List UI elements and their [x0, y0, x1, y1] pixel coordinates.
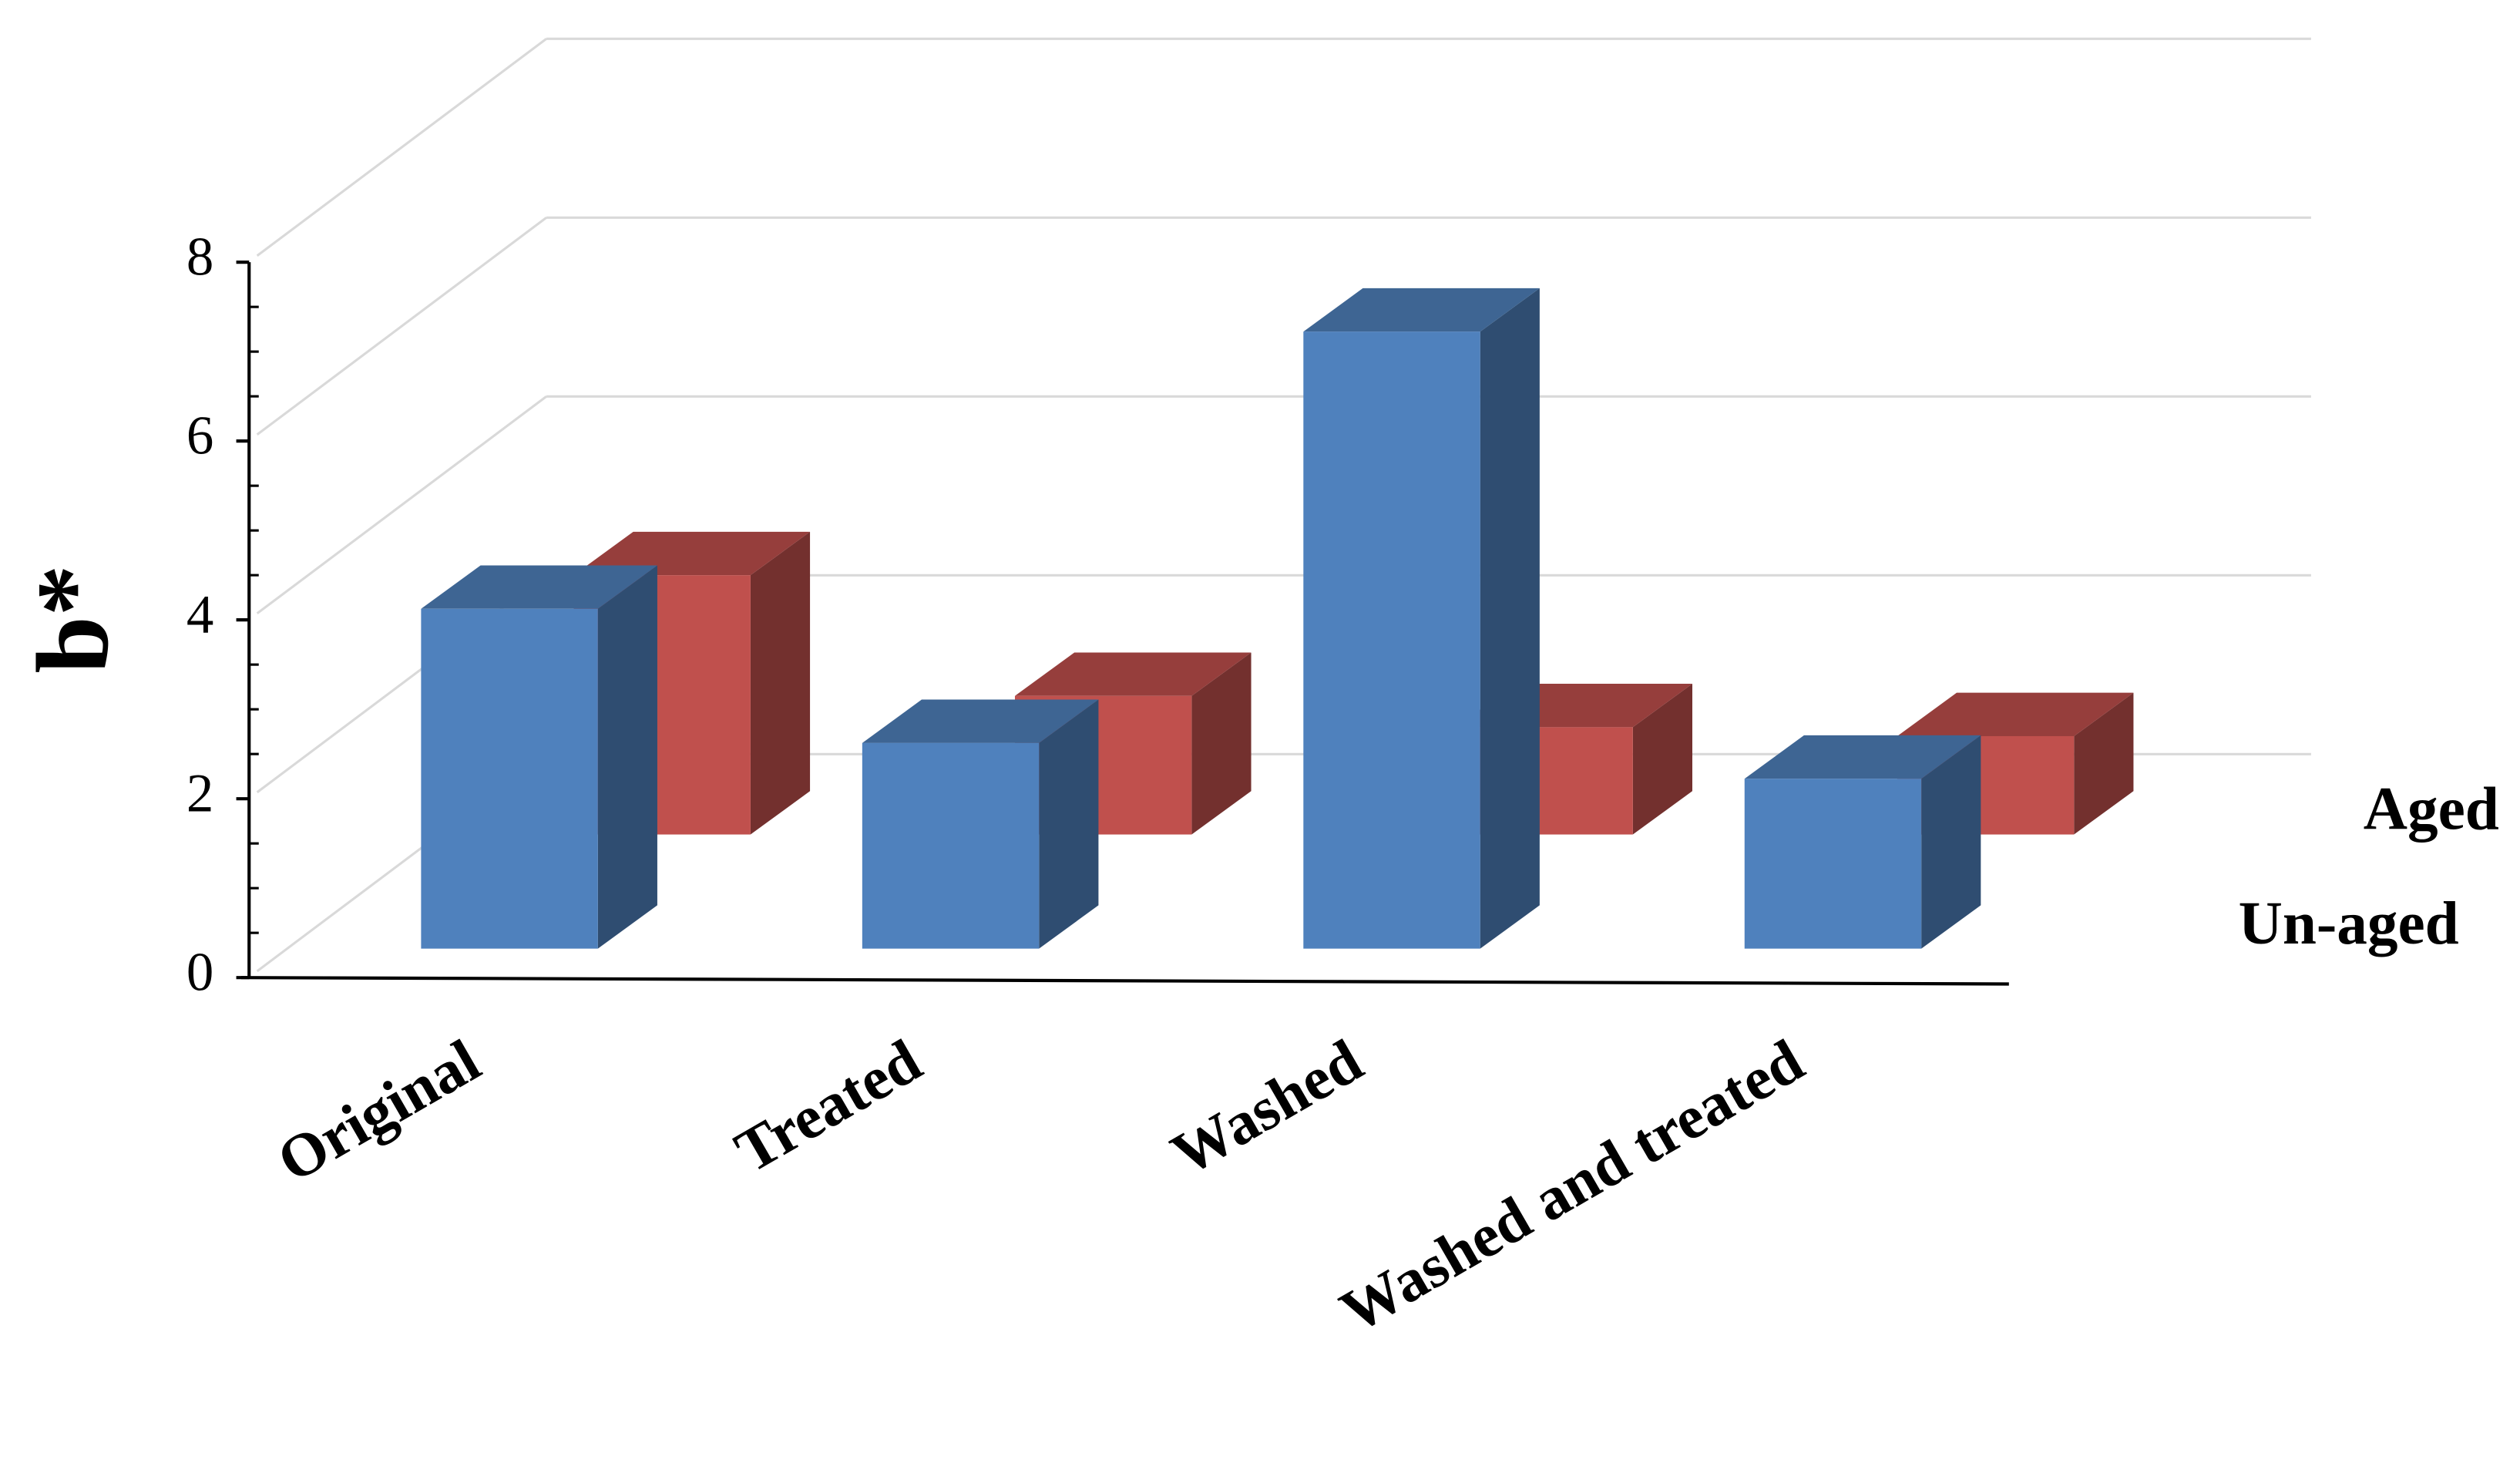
bar-top — [573, 531, 811, 576]
bar-side — [597, 565, 657, 949]
x-tick-label: Washed — [1161, 1027, 1374, 1189]
series-label: Un-aged — [2239, 890, 2459, 957]
bar-top — [1897, 692, 2134, 736]
bar-top — [1744, 735, 1981, 779]
x-tick-label: Washed and treated — [1329, 1027, 1815, 1346]
y-tick-label: 4 — [186, 584, 213, 644]
bar-side — [2074, 692, 2134, 835]
x-tick-label: Treated — [724, 1027, 932, 1186]
grid-line — [256, 395, 547, 615]
y-axis-label: b* — [15, 565, 129, 674]
x-axis — [240, 976, 2009, 986]
series-label: Aged — [2364, 775, 2499, 843]
y-tick-label: 0 — [186, 942, 213, 1002]
y-tick-label: 2 — [186, 763, 213, 823]
bar-top — [862, 699, 1099, 743]
x-tick-label: Original — [267, 1027, 492, 1196]
grid-line — [256, 38, 547, 257]
bar-side — [750, 531, 811, 835]
bar-side — [1921, 735, 1981, 949]
bar-side — [1480, 288, 1540, 949]
bar-side — [1632, 684, 1692, 835]
bar — [1744, 779, 1922, 949]
bar — [862, 742, 1040, 949]
y-tick-label: 8 — [186, 227, 213, 287]
bar — [1303, 331, 1480, 949]
bar-side — [1191, 652, 1252, 835]
bar-side — [1039, 699, 1099, 949]
y-tick-label: 6 — [186, 405, 213, 466]
bar-top — [1014, 652, 1252, 696]
bar-top — [1303, 288, 1540, 332]
grid-line — [256, 217, 547, 436]
bar-top — [421, 565, 657, 609]
bar — [421, 608, 598, 949]
